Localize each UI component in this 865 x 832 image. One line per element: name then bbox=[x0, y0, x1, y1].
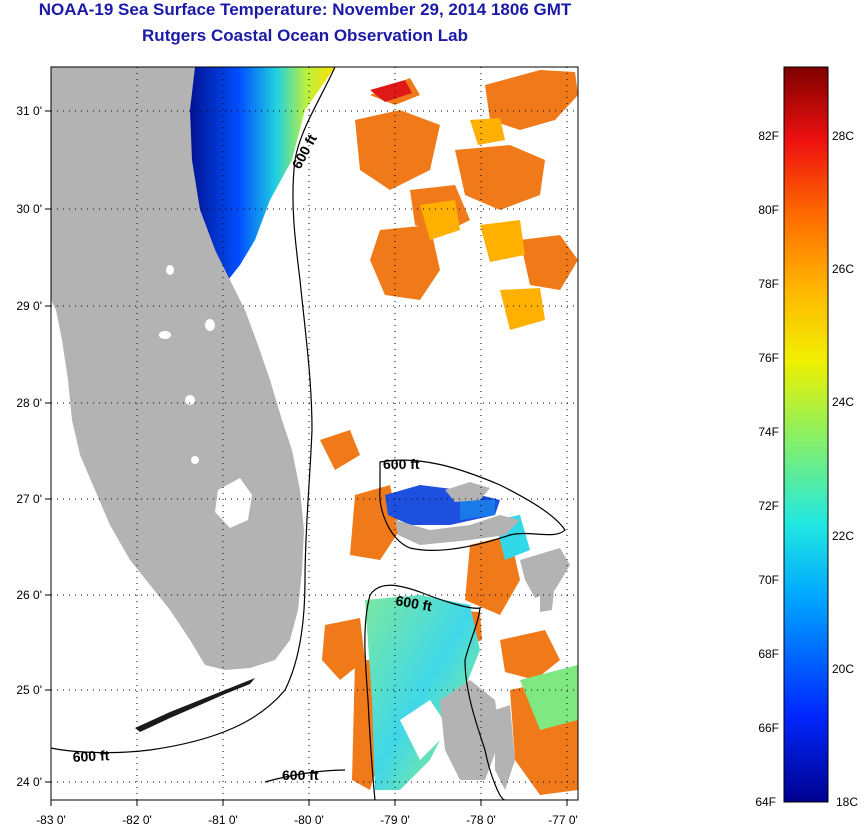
map-panel: 600 ft 600 ft 600 ft 600 ft 600 ft bbox=[51, 67, 578, 800]
colorbar-c-label: 28C bbox=[832, 129, 854, 143]
lat-tick-label: 28 0' bbox=[16, 396, 42, 410]
lon-tick-label: -80 0' bbox=[294, 813, 324, 827]
lon-tick-label: -81 0' bbox=[208, 813, 238, 827]
lon-tick-label: -78 0' bbox=[466, 813, 496, 827]
colorbar-c-label: 26C bbox=[832, 262, 854, 276]
lat-tick-label: 24 0' bbox=[16, 775, 42, 789]
colorbar-f-label: 66F bbox=[758, 721, 779, 735]
lat-tick-label: 27 0' bbox=[16, 492, 42, 506]
lat-tick-label: 31 0' bbox=[16, 104, 42, 118]
colorbar-c-label: 18C bbox=[836, 795, 858, 809]
colorbar-c-label: 20C bbox=[832, 662, 854, 676]
colorbar-f-label: 64F bbox=[755, 795, 776, 809]
sst-colorbar bbox=[784, 67, 828, 802]
lon-tick-label: -82 0' bbox=[122, 813, 152, 827]
lon-tick-label: -79 0' bbox=[380, 813, 410, 827]
contour-label: 600 ft bbox=[383, 456, 420, 472]
colorbar-f-label: 68F bbox=[758, 647, 779, 661]
colorbar-f-label: 80F bbox=[758, 203, 779, 217]
colorbar-f-label: 72F bbox=[758, 499, 779, 513]
colorbar-f-label: 76F bbox=[758, 351, 779, 365]
colorbar-c-label: 22C bbox=[832, 529, 854, 543]
lon-tick-label: -83 0' bbox=[36, 813, 66, 827]
lat-tick-label: 30 0' bbox=[16, 202, 42, 216]
colorbar-f-label: 78F bbox=[758, 277, 779, 291]
colorbar-c-label: 24C bbox=[832, 395, 854, 409]
colorbar-f-label: 70F bbox=[758, 573, 779, 587]
colorbar-f-label: 74F bbox=[758, 425, 779, 439]
lat-tick-label: 29 0' bbox=[16, 299, 42, 313]
contour-label: 600 ft bbox=[282, 767, 319, 783]
lon-tick-label: -77 0' bbox=[548, 813, 578, 827]
contour-label: 600 ft bbox=[72, 747, 110, 765]
lat-tick-label: 25 0' bbox=[16, 683, 42, 697]
lat-tick-label: 26 0' bbox=[16, 588, 42, 602]
colorbar-f-label: 82F bbox=[758, 129, 779, 143]
